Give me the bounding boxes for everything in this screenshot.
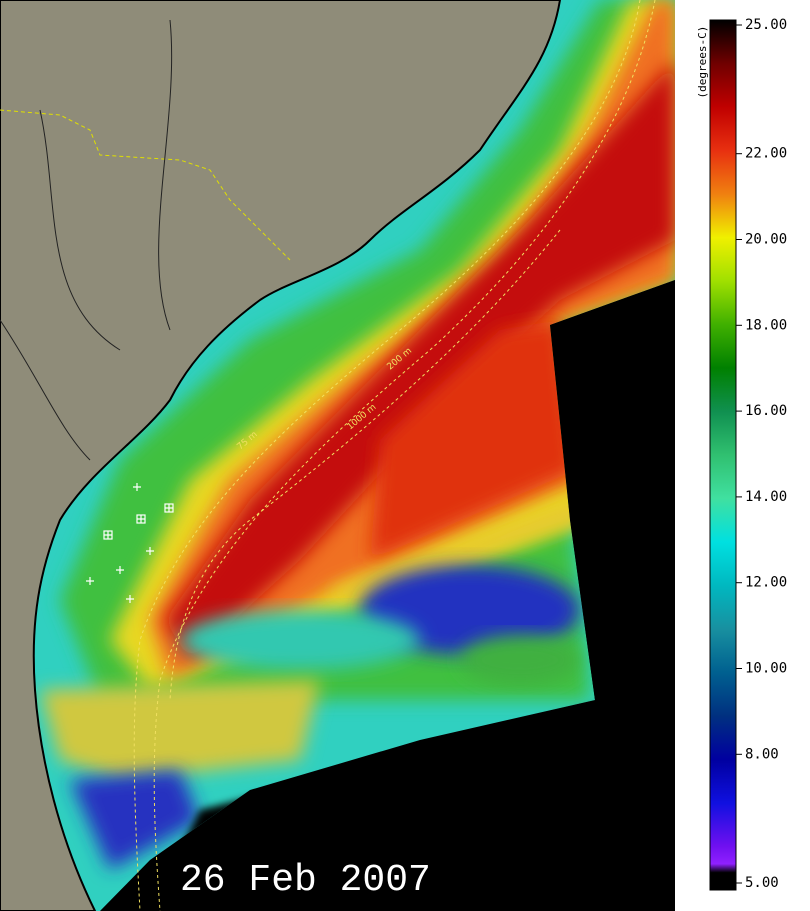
colorbar-tick-label: 12.00 <box>745 575 787 591</box>
sst-blue-south <box>70 770 200 870</box>
no-data-region <box>550 280 675 700</box>
sst-yellow-south <box>40 680 320 780</box>
colorbar-tick-label: 14.00 <box>745 489 787 505</box>
colorbar-tick-label: 20.00 <box>745 232 787 248</box>
sst-red <box>165 60 675 660</box>
map: 75 m 200 m 1000 m 26 Feb 2007 <box>0 0 675 911</box>
colorbar-tick-label: 16.00 <box>745 403 787 419</box>
colorbar-tick-label: 5.00 <box>745 875 779 891</box>
colorbar-tick-label: 22.00 <box>745 146 787 162</box>
station-markers <box>86 483 174 603</box>
colorbar-scale <box>709 19 737 891</box>
state-boundary <box>0 109 291 261</box>
rivers <box>0 19 173 461</box>
colorbar-tick-label: 8.00 <box>745 746 779 762</box>
sst-cool-tongue <box>180 610 420 670</box>
colorbar-tick-label: 10.00 <box>745 661 787 677</box>
sst-yellow-east <box>330 500 585 600</box>
colorbar: (degrees-C) 25.00 22.00 20.00 18.00 16.00 14.… <box>696 17 787 891</box>
colorbar-title: (degrees-C) <box>696 26 709 99</box>
sst-red-east <box>370 320 575 560</box>
land <box>0 0 562 911</box>
colorbar-tick-label: 18.00 <box>745 317 787 333</box>
date-label: 26 Feb 2007 <box>180 859 431 902</box>
colorbar-tick-label: 25.00 <box>745 17 787 33</box>
isobaths <box>133 0 656 911</box>
sst-green-patch <box>460 635 580 685</box>
